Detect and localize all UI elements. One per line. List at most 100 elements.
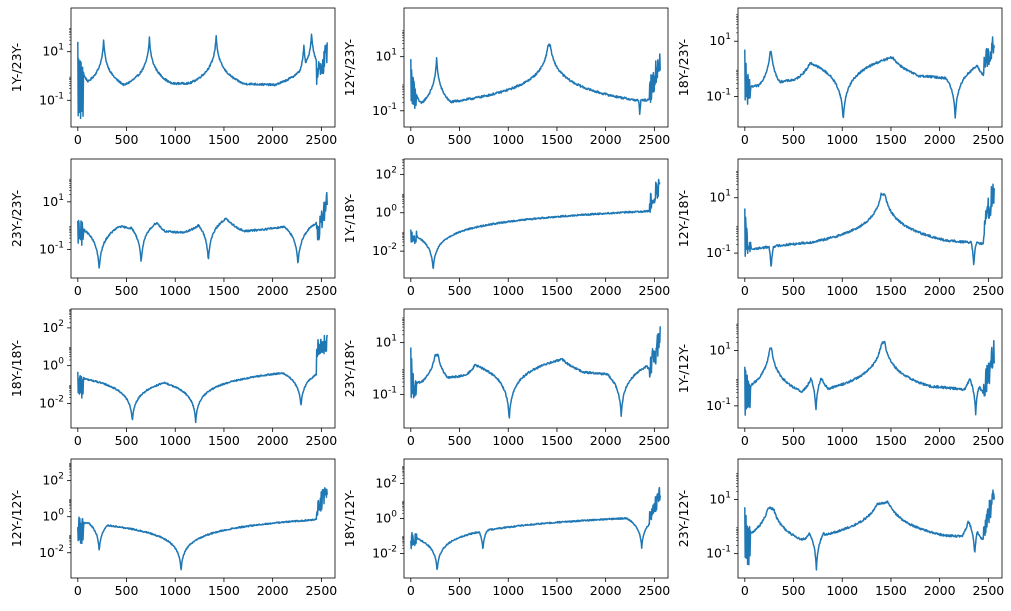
- y-tick-label: 10-2: [372, 545, 397, 561]
- y-tick-label: 10-2: [39, 544, 64, 560]
- x-tick-label: 0: [407, 433, 415, 448]
- y-tick-label: 10-1: [39, 91, 64, 107]
- x-tick-label: 0: [741, 132, 749, 147]
- x-tick-label: 2500: [305, 283, 337, 298]
- y-tick-label: 100: [42, 357, 64, 373]
- series-line-12: [744, 489, 995, 571]
- y-tick-label: 101: [42, 193, 64, 209]
- axes-frame: [403, 308, 669, 429]
- axes-frame: [737, 458, 1003, 579]
- y-axis-label: 18Y-/18Y-: [9, 340, 24, 397]
- x-tick-label: 1500: [208, 132, 240, 147]
- x-tick-label: 500: [448, 283, 472, 298]
- x-tick-label: 2000: [257, 283, 289, 298]
- x-tick-label: 2000: [590, 583, 622, 598]
- y-tick-label: 101: [42, 43, 64, 59]
- x-tick-label: 1500: [541, 583, 573, 598]
- x-tick-label: 2000: [924, 132, 956, 147]
- x-tick-label: 500: [448, 132, 472, 147]
- x-tick-label: 1500: [208, 433, 240, 448]
- subplot-9: 0 500 1000 1500 2000 2500 101 10-1 1Y-/12Y-: [676, 308, 1004, 448]
- series-line-7: [77, 334, 328, 424]
- x-tick-label: 2500: [638, 433, 670, 448]
- y-tick-label: 102: [375, 165, 397, 181]
- series-line-10: [77, 487, 328, 571]
- x-tick-label: 1000: [826, 283, 858, 298]
- y-tick-label: 101: [709, 342, 731, 358]
- y-axis-label: 23Y-/23Y-: [9, 190, 24, 247]
- x-tick-label: 2000: [590, 283, 622, 298]
- x-tick-label: 1500: [875, 283, 907, 298]
- axes-frame: [70, 458, 336, 579]
- axes-frame: [70, 7, 336, 128]
- y-axis-label: 1Y-/18Y-: [342, 194, 357, 243]
- axes-frame: [737, 158, 1003, 279]
- y-tick-label: 101: [709, 491, 731, 507]
- series-line-1: [77, 33, 328, 120]
- x-tick-label: 500: [115, 433, 139, 448]
- y-axis-label: 23Y-/18Y-: [342, 340, 357, 397]
- series-line-3: [744, 36, 995, 119]
- y-tick-label: 100: [375, 510, 397, 526]
- x-tick-label: 1000: [826, 132, 858, 147]
- x-tick-label: 0: [407, 283, 415, 298]
- y-tick-label: 10-1: [706, 397, 731, 413]
- y-axis-label: 23Y-/12Y-: [676, 490, 691, 547]
- x-tick-label: 1500: [541, 283, 573, 298]
- x-tick-label: 2500: [972, 283, 1004, 298]
- x-tick-label: 0: [741, 583, 749, 598]
- x-tick-label: 2500: [305, 433, 337, 448]
- axes-frame: [737, 308, 1003, 429]
- series-line-6: [744, 183, 995, 267]
- x-tick-label: 2000: [924, 433, 956, 448]
- y-tick-label: 101: [709, 189, 731, 205]
- x-tick-label: 1000: [159, 433, 191, 448]
- x-tick-label: 2500: [638, 132, 670, 147]
- x-tick-label: 1000: [826, 583, 858, 598]
- subplot-1: 0 500 1000 1500 2000 2500 101 10-1 1Y-/23Y-: [9, 7, 337, 147]
- y-tick-label: 10-2: [39, 394, 64, 410]
- series-line-8: [410, 326, 661, 419]
- y-axis-label: 12Y-/18Y-: [676, 190, 691, 247]
- axes-frame: [70, 308, 336, 429]
- subplot-8: 0 500 1000 1500 2000 2500 101 10-1 23Y-/18Y-: [342, 308, 670, 448]
- x-tick-label: 2000: [257, 583, 289, 598]
- series-line-9: [744, 339, 995, 416]
- x-tick-label: 1500: [541, 433, 573, 448]
- y-tick-label: 10-2: [372, 242, 397, 258]
- y-tick-label: 10-1: [39, 240, 64, 256]
- x-tick-label: 1500: [875, 132, 907, 147]
- subplot-4: 0 500 1000 1500 2000 2500 101 10-1 23Y-/23Y-: [9, 158, 337, 298]
- x-tick-label: 0: [74, 132, 82, 147]
- x-tick-label: 2000: [257, 433, 289, 448]
- x-tick-label: 500: [115, 132, 139, 147]
- y-tick-label: 10-1: [706, 244, 731, 260]
- y-axis-label: 1Y-/23Y-: [9, 43, 24, 92]
- y-axis-label: 12Y-/23Y-: [342, 39, 357, 96]
- series-line-4: [77, 191, 328, 269]
- axes-frame: [737, 7, 1003, 128]
- y-axis-label: 18Y-/23Y-: [676, 39, 691, 96]
- x-tick-label: 2000: [924, 583, 956, 598]
- x-tick-label: 1000: [159, 132, 191, 147]
- x-tick-label: 2000: [257, 132, 289, 147]
- x-tick-label: 0: [74, 433, 82, 448]
- subplot-5: 0 500 1000 1500 2000 2500 102 100 10-2 1Y-/18Y-: [342, 158, 670, 298]
- x-tick-label: 1500: [208, 583, 240, 598]
- y-axis-label: 1Y-/12Y-: [676, 344, 691, 393]
- subplot-7: 0 500 1000 1500 2000 2500 102 100 10-2 18Y-/18Y-: [9, 308, 337, 448]
- y-tick-label: 101: [375, 334, 397, 350]
- axes-frame: [403, 7, 669, 128]
- x-tick-label: 1500: [875, 433, 907, 448]
- y-tick-label: 10-1: [706, 88, 731, 104]
- x-tick-label: 1500: [541, 132, 573, 147]
- x-tick-label: 2500: [972, 583, 1004, 598]
- x-tick-label: 2500: [305, 132, 337, 147]
- y-axis-label: 18Y-/12Y-: [342, 490, 357, 547]
- x-tick-label: 1000: [492, 433, 524, 448]
- x-tick-label: 500: [115, 583, 139, 598]
- x-tick-label: 2000: [590, 132, 622, 147]
- x-tick-label: 1000: [826, 433, 858, 448]
